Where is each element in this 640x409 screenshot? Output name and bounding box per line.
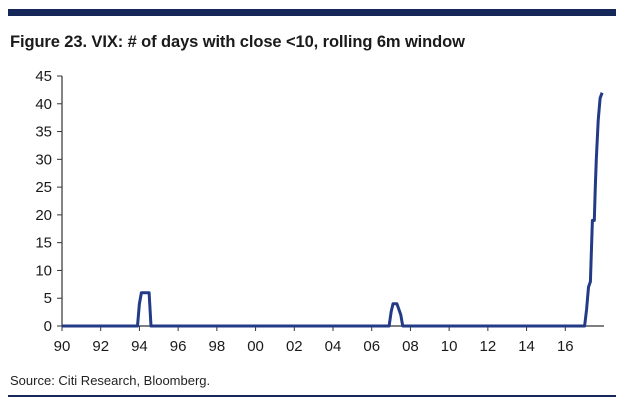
x-tick-label: 98	[209, 338, 226, 355]
y-tick-label: 35	[35, 124, 52, 141]
x-tick-label: 08	[402, 338, 419, 355]
y-tick-label: 15	[35, 235, 52, 252]
x-tick-label: 02	[286, 338, 303, 355]
x-tick-label: 12	[480, 338, 497, 355]
x-tick-label: 16	[557, 338, 574, 355]
y-tick-label: 0	[44, 318, 52, 335]
x-tick-label: 94	[131, 338, 148, 355]
x-tick-label: 96	[170, 338, 187, 355]
y-tick-label: 25	[35, 179, 52, 196]
x-tick-label: 06	[363, 338, 380, 355]
axes	[57, 75, 604, 331]
chart-title: Figure 23. VIX: # of days with close <10…	[10, 33, 465, 51]
x-tick-label: 14	[518, 338, 535, 355]
y-tick-label: 40	[35, 96, 52, 113]
bottom-rule	[8, 395, 616, 397]
series-line	[62, 92, 604, 328]
y-tick-label: 45	[35, 68, 52, 85]
x-tick-label: 10	[441, 338, 458, 355]
x-tick-label: 92	[92, 338, 109, 355]
top-rule	[8, 9, 616, 16]
source-note: Source: Citi Research, Bloomberg.	[10, 373, 211, 388]
tick-labels: 0 5 10 15 20 25 30 35 40 45 90 92 94 96 98 00 02 04 06 08 10…	[35, 68, 573, 355]
y-tick-label: 30	[35, 151, 52, 168]
y-tick-label: 20	[35, 207, 52, 224]
x-tick-label: 04	[325, 338, 342, 355]
x-tick-label: 90	[54, 338, 71, 355]
y-tick-label: 5	[44, 290, 52, 307]
x-tick-label: 00	[247, 338, 264, 355]
y-tick-label: 10	[35, 262, 52, 279]
